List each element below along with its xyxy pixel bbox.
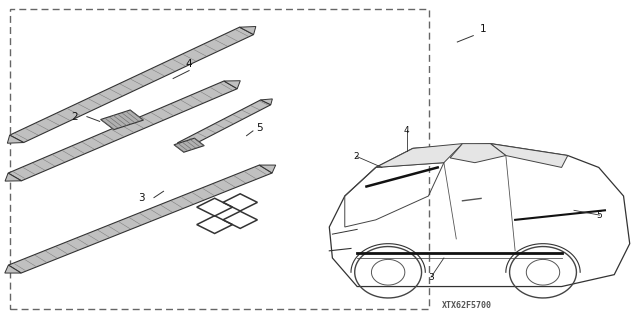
Text: XTX62F5700: XTX62F5700 — [442, 301, 492, 310]
Polygon shape — [4, 265, 21, 273]
Text: 4: 4 — [404, 126, 410, 135]
Text: 3: 3 — [138, 193, 145, 203]
Text: 5: 5 — [596, 211, 602, 219]
Polygon shape — [490, 144, 568, 167]
Polygon shape — [178, 100, 271, 148]
Polygon shape — [10, 27, 253, 143]
Text: 1: 1 — [479, 24, 486, 34]
Text: 2: 2 — [353, 152, 359, 161]
Polygon shape — [8, 135, 24, 143]
Polygon shape — [260, 99, 273, 105]
Polygon shape — [8, 81, 237, 181]
Text: 4: 4 — [186, 59, 193, 69]
Polygon shape — [259, 165, 276, 173]
Text: 3: 3 — [428, 272, 434, 281]
Polygon shape — [376, 144, 463, 167]
Polygon shape — [100, 110, 143, 130]
Polygon shape — [178, 143, 188, 148]
Polygon shape — [8, 165, 272, 273]
Polygon shape — [450, 144, 506, 163]
Polygon shape — [224, 81, 240, 89]
Bar — [10, 9, 429, 309]
Text: 5: 5 — [256, 123, 262, 133]
Text: 2: 2 — [71, 112, 77, 122]
Polygon shape — [239, 26, 256, 34]
Polygon shape — [5, 173, 21, 181]
Polygon shape — [174, 138, 204, 152]
